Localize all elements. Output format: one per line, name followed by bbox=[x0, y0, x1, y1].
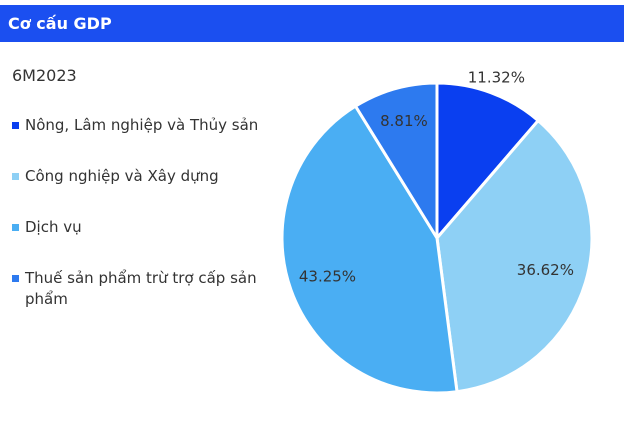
legend-swatch bbox=[12, 224, 19, 231]
legend-label: Thuế sản phẩm trừ trợ cấp sản phẩm bbox=[25, 269, 257, 308]
data-label: 43.25% bbox=[299, 267, 356, 285]
legend-swatch bbox=[12, 122, 19, 129]
data-label: 11.32% bbox=[468, 69, 525, 87]
chart-title: Cơ cấu GDP bbox=[0, 5, 624, 42]
legend-label: Dịch vụ bbox=[25, 218, 82, 236]
data-label: 8.81% bbox=[380, 112, 428, 130]
legend-label: Nông, Lâm nghiệp và Thủy sản bbox=[25, 116, 259, 134]
pie-slice bbox=[280, 104, 459, 395]
legend-swatch bbox=[12, 275, 19, 282]
data-label: 36.62% bbox=[517, 261, 574, 279]
pie-slice bbox=[435, 81, 541, 243]
legend-item: Nông, Lâm nghiệp và Thủy sản bbox=[12, 115, 262, 136]
legend-label: Công nghiệp và Xây dựng bbox=[25, 167, 219, 185]
pie-slice bbox=[353, 81, 439, 244]
legend-item: Thuế sản phẩm trừ trợ cấp sản phẩm bbox=[12, 268, 262, 310]
chart-subtitle: 6M2023 bbox=[12, 66, 77, 85]
pie-slice bbox=[435, 118, 594, 394]
legend-item: Công nghiệp và Xây dựng bbox=[12, 166, 262, 187]
legend-swatch bbox=[12, 173, 19, 180]
legend-item: Dịch vụ bbox=[12, 217, 262, 238]
